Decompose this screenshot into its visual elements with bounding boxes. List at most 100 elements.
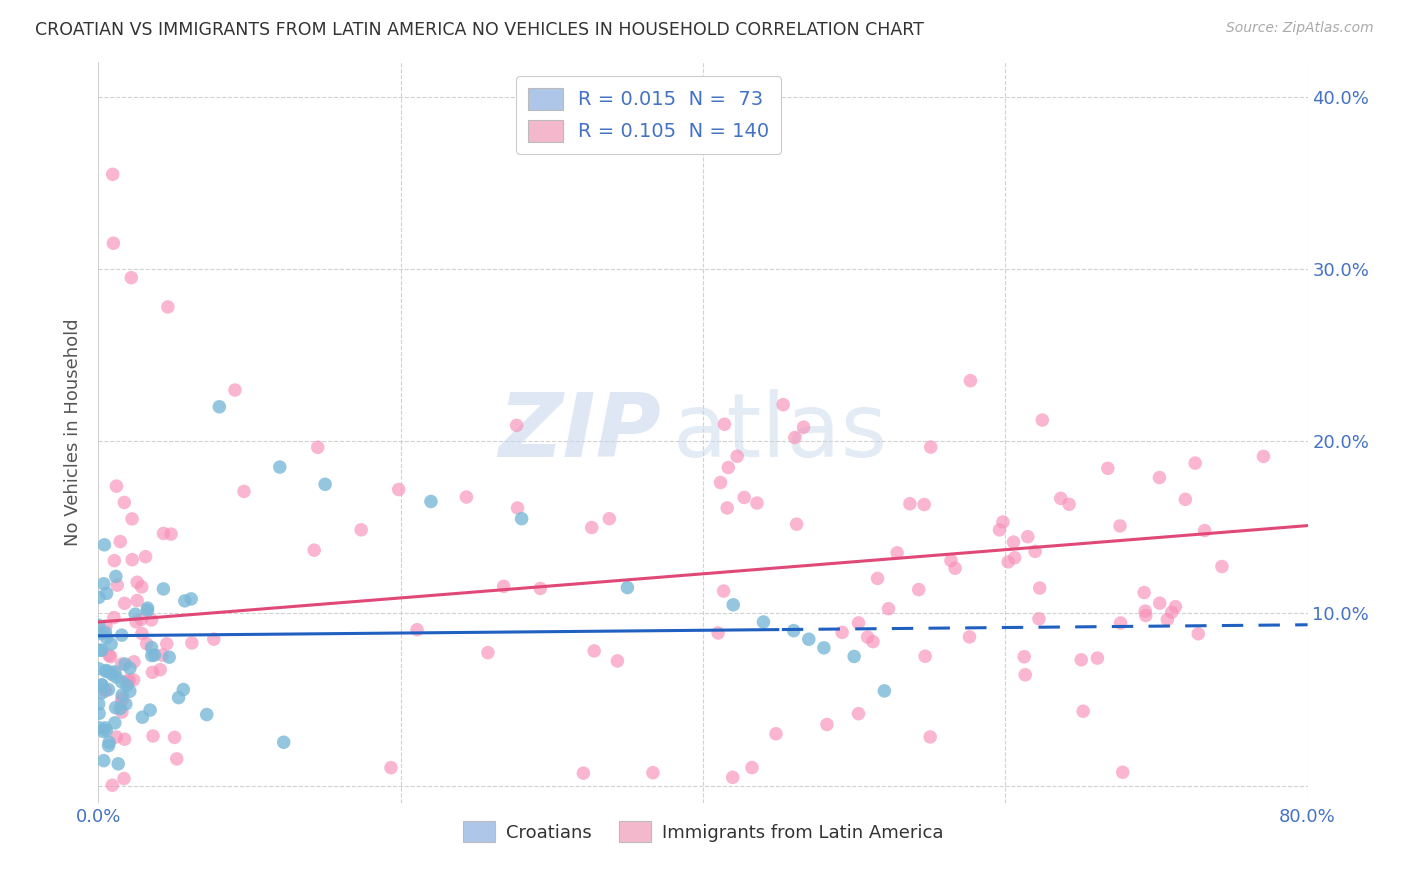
Point (815, 717, 838, 731)
Point (152, 526, 174, 541)
Point (406, 623, 429, 637)
Point (160, 527, 183, 541)
Point (94, 665, 117, 679)
Point (797, 632, 820, 647)
Point (87, 591, 110, 605)
Point (1012, 649, 1035, 664)
Point (110, 534, 132, 549)
Point (505, 418, 527, 433)
Point (90, 678, 112, 692)
Point (142, 729, 165, 743)
Point (793, 420, 815, 434)
Point (1111, 765, 1133, 780)
Point (122, 673, 145, 687)
Point (121, 552, 143, 566)
Point (959, 374, 981, 388)
Point (783, 624, 806, 638)
Point (93, 754, 115, 768)
Point (1194, 524, 1216, 538)
Point (772, 398, 794, 412)
Point (135, 637, 157, 651)
Point (269, 460, 291, 475)
Point (149, 663, 172, 677)
Point (202, 632, 225, 647)
Point (510, 512, 533, 526)
Point (90, 678, 112, 692)
Point (208, 400, 231, 414)
Point (1184, 456, 1206, 470)
Point (997, 555, 1019, 569)
Point (167, 690, 190, 705)
Point (616, 581, 638, 595)
Point (104, 665, 127, 679)
Point (1002, 535, 1025, 549)
Point (115, 678, 138, 692)
Point (103, 236, 125, 251)
Point (477, 646, 499, 660)
Point (166, 752, 188, 766)
Point (848, 615, 870, 630)
Point (111, 688, 134, 702)
Point (420, 494, 443, 508)
Point (506, 500, 529, 515)
Point (1087, 651, 1109, 665)
Point (141, 613, 163, 627)
Point (90, 643, 112, 657)
Point (96, 723, 118, 738)
Point (709, 475, 731, 490)
Point (163, 731, 186, 745)
Point (1160, 605, 1182, 619)
Point (1174, 492, 1197, 507)
Point (914, 649, 936, 664)
Point (157, 650, 180, 665)
Point (94, 683, 117, 698)
Point (94, 619, 117, 633)
Point (713, 417, 735, 432)
Point (94, 721, 117, 735)
Point (101, 778, 124, 792)
Point (302, 543, 325, 558)
Point (786, 517, 808, 532)
Point (152, 582, 174, 596)
Point (143, 648, 166, 662)
Point (886, 546, 908, 560)
Point (93, 538, 115, 552)
Point (141, 665, 163, 680)
Point (1109, 519, 1132, 533)
Point (111, 628, 134, 642)
Point (581, 520, 603, 534)
Point (97, 739, 120, 753)
Point (314, 477, 336, 491)
Point (572, 766, 595, 780)
Point (131, 710, 153, 724)
Point (127, 593, 149, 607)
Point (100, 637, 122, 651)
Point (96, 586, 118, 600)
Point (877, 601, 900, 615)
Point (529, 582, 551, 596)
Point (98, 735, 121, 749)
Point (101, 167, 124, 181)
Point (112, 772, 135, 786)
Point (136, 603, 159, 617)
Point (991, 515, 1014, 529)
Point (103, 554, 125, 568)
Point (848, 706, 870, 721)
Text: atlas: atlas (672, 389, 889, 476)
Point (1017, 530, 1039, 544)
Point (141, 648, 163, 663)
Point (1004, 550, 1026, 565)
Point (866, 571, 889, 585)
Point (920, 730, 942, 744)
Point (104, 700, 127, 714)
Point (131, 626, 153, 640)
Point (707, 626, 730, 640)
Point (104, 569, 127, 583)
Text: ZIP: ZIP (498, 389, 661, 476)
Point (1097, 461, 1119, 475)
Point (907, 582, 929, 597)
Point (606, 654, 628, 668)
Point (233, 484, 256, 499)
Point (105, 578, 128, 592)
Point (129, 612, 152, 626)
